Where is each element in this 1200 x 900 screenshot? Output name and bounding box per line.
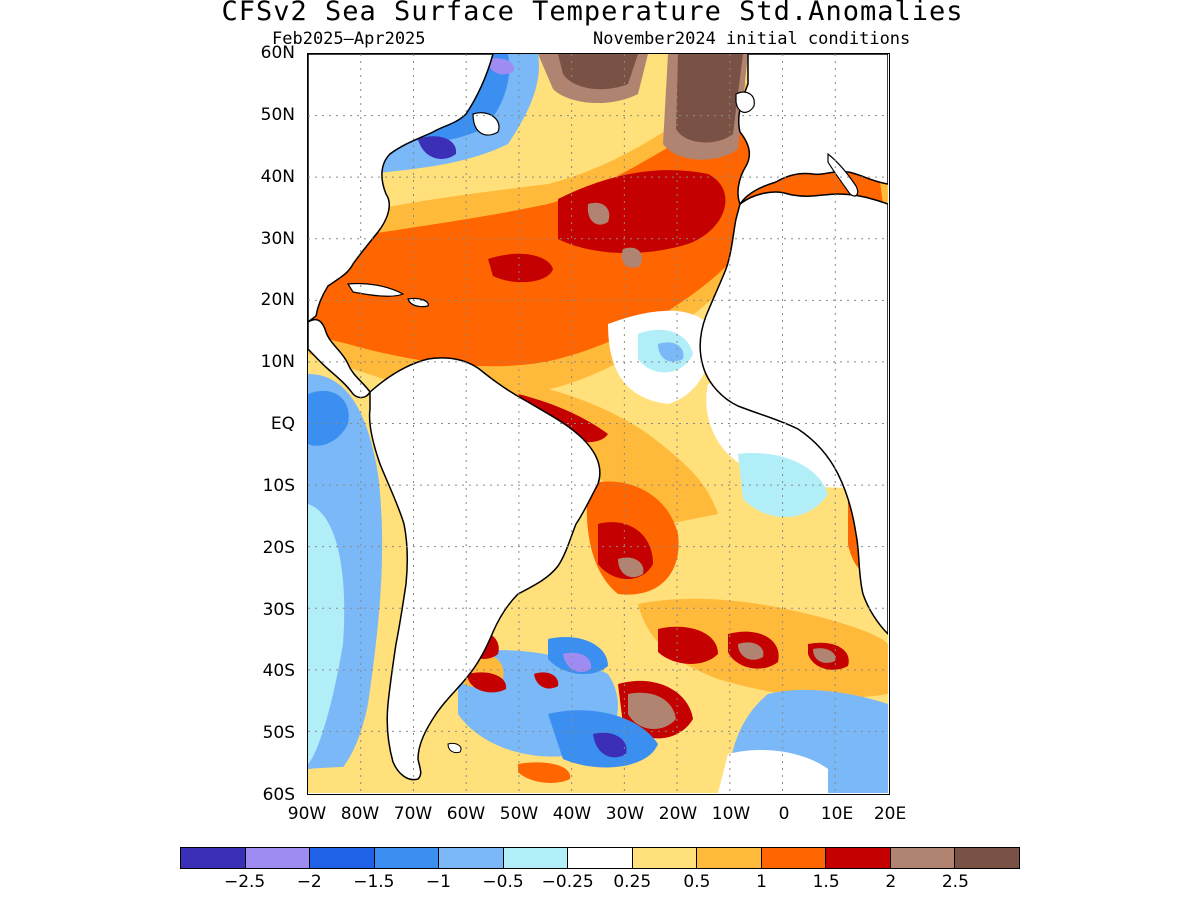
latitude-tick-label: 10N [260,352,295,373]
anomaly-region [558,170,726,254]
color-swatch [568,848,633,868]
forecast-period: Feb2025–Apr2025 [272,29,426,49]
longitude-tick-label: 30W [605,804,645,824]
anomaly-region [658,626,718,664]
color-swatch [761,848,827,868]
anomaly-region [488,253,553,283]
anomaly-region [468,672,507,693]
color-legend-label: 2.5 [941,872,969,892]
land-cuba [346,282,405,297]
initial-conditions: November2024 initial conditions [593,29,911,49]
color-legend-label: 0.25 [613,872,652,892]
color-swatch [955,848,1019,868]
anomaly-region [676,54,743,143]
land-falklands [447,743,462,754]
map-panel [307,53,890,795]
anomaly-region [534,672,559,689]
anomaly-region [813,648,836,663]
color-legend-label: −0.5 [482,872,524,892]
anomaly-region [308,390,349,446]
latitude-tick-label: 10S [262,475,295,496]
longitude-tick-label: 20E [873,804,907,824]
color-legend-label: 1 [756,872,767,892]
longitude-tick-label: 40W [552,804,592,824]
anomaly-region [558,54,638,90]
color-swatch [632,848,698,868]
latitude-tick-label: 40N [260,166,295,187]
color-swatch [439,848,504,868]
longitude-tick-label: 50W [499,804,539,824]
color-legend [180,847,1020,869]
color-legend-label: −1 [425,872,451,892]
anomaly-region [587,202,610,225]
anomaly-region [628,692,676,730]
color-swatch [181,848,246,868]
longitude-tick-label: 70W [393,804,433,824]
latitude-tick-label: 60S [262,785,295,805]
anomaly-region [488,58,514,75]
anomaly-region [518,394,608,443]
anomaly-map [308,54,888,793]
latitude-tick-label: 30S [262,599,295,620]
color-legend-label: −2 [296,872,322,892]
land-north-america [308,54,494,323]
color-swatch [245,848,311,868]
land-africa [699,191,888,636]
land-italy [827,152,859,197]
anomaly-region [308,504,345,764]
longitude-tick-label: 0 [778,804,790,824]
latitude-tick-label: 30N [260,228,295,249]
color-legend-label: 1.5 [812,872,840,892]
longitude-tick-label: 20W [658,804,698,824]
anomaly-region [418,136,457,159]
latitude-tick-label: 50S [262,723,295,744]
latitude-tick-label: 50N [260,104,295,125]
latitude-tick-label: 40S [262,661,295,682]
land-south-america [368,357,601,781]
latitude-tick-label: 60N [260,43,295,63]
land-british-isles [735,91,755,113]
land-newfoundland [472,112,500,136]
color-swatch [826,848,891,868]
latitude-tick-label: 20S [262,537,295,558]
longitude-tick-label: 10E [820,804,854,824]
color-swatch [374,848,440,868]
color-swatch [503,848,569,868]
latitude-tick-label: EQ [270,414,295,434]
anomaly-region [563,652,592,673]
color-legend-label: 2 [885,872,897,892]
color-swatch [310,848,375,868]
anomaly-region [518,762,571,783]
color-legend-label: 0.5 [683,872,711,892]
anomaly-region [621,247,643,268]
longitude-tick-label: 90W [287,804,327,824]
anomaly-region [738,453,828,518]
anomaly-region [738,642,764,660]
color-legend-label: −2.5 [223,872,266,892]
color-swatch [890,848,956,868]
chart-title: CFSv2 Sea Surface Temperature Std.Anomal… [221,0,964,27]
longitude-tick-label: 80W [340,804,380,824]
anomaly-region [593,732,627,758]
color-legend-label: −0.25 [541,872,594,892]
anomaly-region [308,766,548,793]
longitude-tick-label: 60W [446,804,486,824]
color-swatch [697,848,762,868]
latitude-tick-label: 20N [260,290,295,311]
anomaly-region [718,749,828,793]
color-legend-label: −1.5 [353,872,395,892]
longitude-tick-label: 10W [711,804,751,824]
graticule [308,54,888,793]
land-europe [737,54,888,206]
